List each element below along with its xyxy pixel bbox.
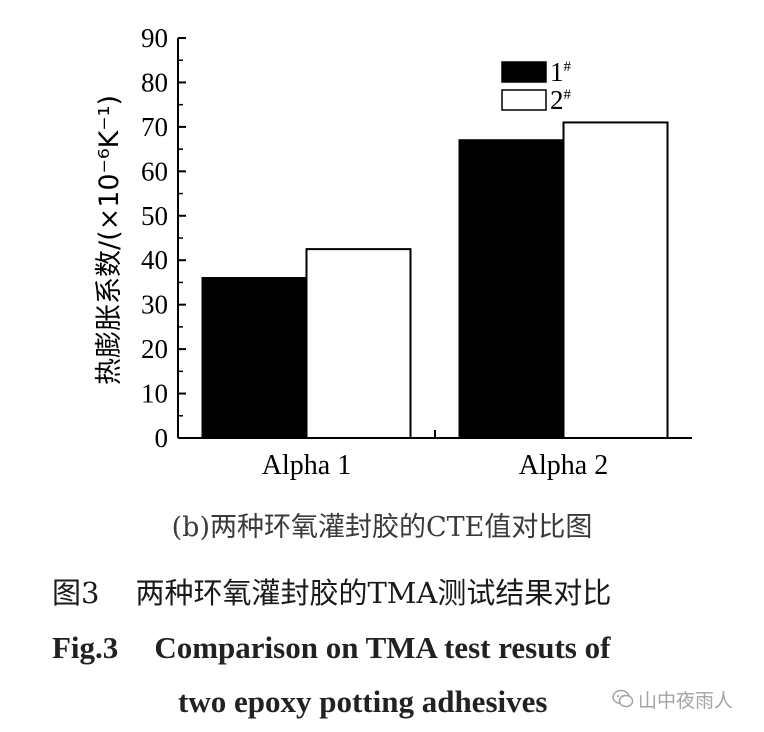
legend-label-superscript: # [564, 59, 572, 75]
watermark: 山中夜雨人 [612, 686, 733, 714]
watermark-text: 山中夜雨人 [638, 690, 734, 712]
legend-label-superscript: # [564, 87, 572, 103]
figure-caption-english-line1: Fig.3 Comparison on TMA test resuts of [52, 630, 610, 666]
y-tick-labels: 0 10 20 30 40 50 60 70 80 90 [141, 23, 168, 453]
figure-caption-english-line2: two epoxy potting adhesives [178, 684, 548, 719]
y-tick-label: 0 [155, 423, 169, 453]
x-category-label: Alpha 1 [262, 450, 351, 481]
y-tick-label: 30 [141, 290, 168, 320]
y-axis-label: 热膨胀系数/(×10⁻⁶K⁻¹) [94, 95, 125, 385]
legend-label-2: 2# [550, 85, 572, 115]
bar-2-1 [305, 248, 412, 439]
x-category-label: Alpha 2 [519, 450, 608, 481]
figure-title-chinese: 两种环氧灌封胶的TMA测试结果对比 [135, 576, 612, 610]
figure-number-english: Fig.3 [52, 630, 119, 665]
x-category-labels: Alpha 1 Alpha 2 [262, 450, 608, 481]
y-tick-label: 40 [141, 245, 168, 275]
legend-swatch-1 [501, 61, 547, 83]
figure-title-english-1: Comparison on TMA test resuts of [154, 630, 611, 665]
y-tick-label: 50 [141, 201, 168, 231]
y-tick-label: 90 [141, 23, 168, 53]
y-tick-label: 20 [141, 334, 168, 364]
y-tick-label: 10 [141, 379, 168, 409]
figure-number-chinese: 图3 [52, 576, 100, 610]
bar-1-2 [458, 139, 565, 439]
bar-1-1 [201, 277, 308, 439]
chart-bars [201, 121, 669, 439]
wechat-icon [612, 689, 634, 714]
legend-label-1: 1# [550, 57, 572, 87]
legend: 1#2# [501, 57, 572, 115]
sub-figure-caption: (b)两种环氧灌封胶的CTE值对比图 [171, 512, 593, 543]
bar-2-2 [562, 121, 669, 439]
y-tick-label: 80 [141, 67, 168, 97]
figure-caption-chinese: 图3 两种环氧灌封胶的TMA测试结果对比 [52, 570, 611, 612]
y-tick-label: 60 [141, 156, 168, 186]
y-tick-label: 70 [141, 112, 168, 142]
legend-swatch-2 [501, 89, 547, 111]
